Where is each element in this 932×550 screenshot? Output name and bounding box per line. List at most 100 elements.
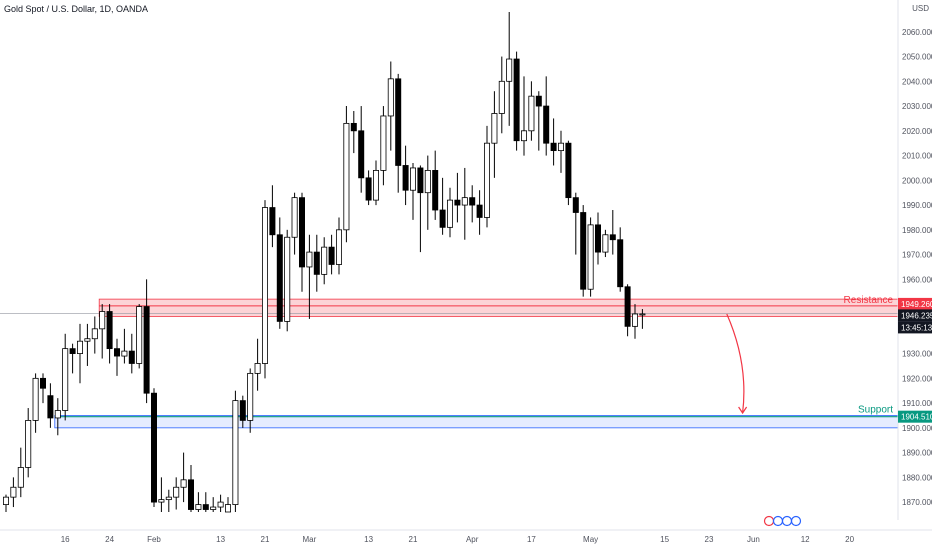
candle	[572, 192, 579, 255]
candle	[609, 210, 616, 255]
candle-body	[521, 130, 528, 142]
candle-body	[498, 80, 505, 114]
time-tick-label: 24	[105, 535, 114, 544]
candle	[387, 61, 394, 151]
candle	[158, 477, 165, 512]
candle-body	[143, 306, 150, 394]
price-tick-label: 1890.000	[902, 449, 932, 458]
candle-body	[343, 122, 350, 231]
candle	[62, 333, 69, 421]
price-tick-label: 2060.000	[902, 28, 932, 37]
candle	[32, 373, 39, 433]
time-tick-label: Feb	[147, 535, 161, 544]
candle-body	[313, 251, 320, 275]
candle-body	[3, 496, 9, 505]
candle-body	[380, 115, 387, 171]
candle	[69, 343, 76, 374]
flag-icon	[781, 515, 793, 527]
time-tick-label: 15	[660, 535, 669, 544]
time-axis[interactable]: 16 24 Feb 13 21 Mar 13 21 Apr 17 May 15 23 Jun 12 20	[0, 515, 932, 545]
candle	[54, 398, 61, 436]
last-price-tag-bg	[898, 309, 932, 322]
price-tick-label: 2020.000	[902, 127, 932, 136]
candle	[446, 187, 453, 238]
candle-body	[69, 348, 76, 354]
candle-body	[158, 499, 165, 503]
candle-body	[409, 167, 416, 191]
candle-body	[432, 170, 439, 211]
candle	[106, 304, 113, 364]
price-tick-label: 1880.000	[902, 473, 932, 482]
candle	[498, 56, 505, 134]
candle	[372, 160, 379, 206]
candle	[558, 130, 565, 173]
candle	[10, 477, 17, 508]
time-tick-label: 16	[61, 535, 70, 544]
candle-body	[335, 229, 342, 265]
candle-body	[476, 204, 483, 218]
candle-body	[32, 377, 39, 421]
time-tick-label: Mar	[303, 535, 317, 544]
candle	[136, 304, 143, 369]
time-tick-label: 12	[801, 535, 810, 544]
price-tick-label: 2030.000	[902, 102, 932, 111]
candle-body	[528, 95, 535, 132]
price-tick-label: 2000.000	[902, 176, 932, 185]
candle-body	[128, 350, 135, 364]
resistance-label: Resistance	[844, 295, 894, 306]
candle	[150, 388, 157, 508]
candle	[476, 190, 483, 235]
resistance-zone	[98, 298, 899, 317]
candle-body	[17, 467, 24, 488]
candle	[565, 140, 572, 206]
candle-body	[617, 239, 624, 288]
candle	[84, 323, 91, 366]
candle-body	[150, 392, 157, 503]
candle-body	[40, 377, 47, 389]
flag-icon	[790, 515, 802, 527]
candle	[365, 170, 372, 206]
candle-body	[446, 199, 453, 228]
candle-body	[321, 246, 328, 275]
price-axis[interactable]: 1870.000 1880.000 1890.000 1900.000 1910.000…	[897, 0, 932, 520]
candle-body	[439, 209, 446, 228]
zones-layer	[0, 298, 899, 429]
candle-body	[247, 372, 254, 421]
candle-body	[217, 501, 224, 508]
candle-body	[609, 234, 616, 241]
candle	[313, 234, 320, 292]
candle-body	[402, 165, 409, 191]
candle	[276, 217, 283, 329]
time-tick-label: 21	[409, 535, 418, 544]
price-tick-label: 2050.000	[902, 53, 932, 62]
candle-body	[328, 246, 335, 265]
candle	[143, 279, 150, 404]
candle-body	[210, 506, 217, 510]
candle	[595, 212, 602, 265]
candle-body	[624, 286, 631, 327]
time-tick-label: May	[583, 535, 598, 544]
time-tick-label: 21	[261, 535, 270, 544]
candle	[521, 76, 528, 156]
candle-body	[558, 142, 565, 152]
candle	[461, 167, 468, 240]
projection-arrowhead	[738, 406, 748, 415]
candle	[335, 217, 342, 275]
candle	[439, 177, 446, 235]
candle-body	[239, 400, 246, 421]
candle-body	[25, 420, 32, 468]
candle	[491, 91, 498, 178]
time-tick-label: 13	[364, 535, 373, 544]
candle	[639, 309, 646, 329]
candle	[239, 395, 246, 428]
time-tick-label: Jun	[747, 535, 760, 544]
support-price-tag-bg	[898, 410, 932, 423]
candle-body	[62, 348, 69, 411]
candle-body	[365, 177, 372, 201]
candle	[632, 304, 639, 339]
candle-body	[54, 410, 61, 419]
candle-body	[195, 504, 202, 510]
candle-body	[461, 197, 468, 206]
candle-body	[84, 338, 91, 342]
